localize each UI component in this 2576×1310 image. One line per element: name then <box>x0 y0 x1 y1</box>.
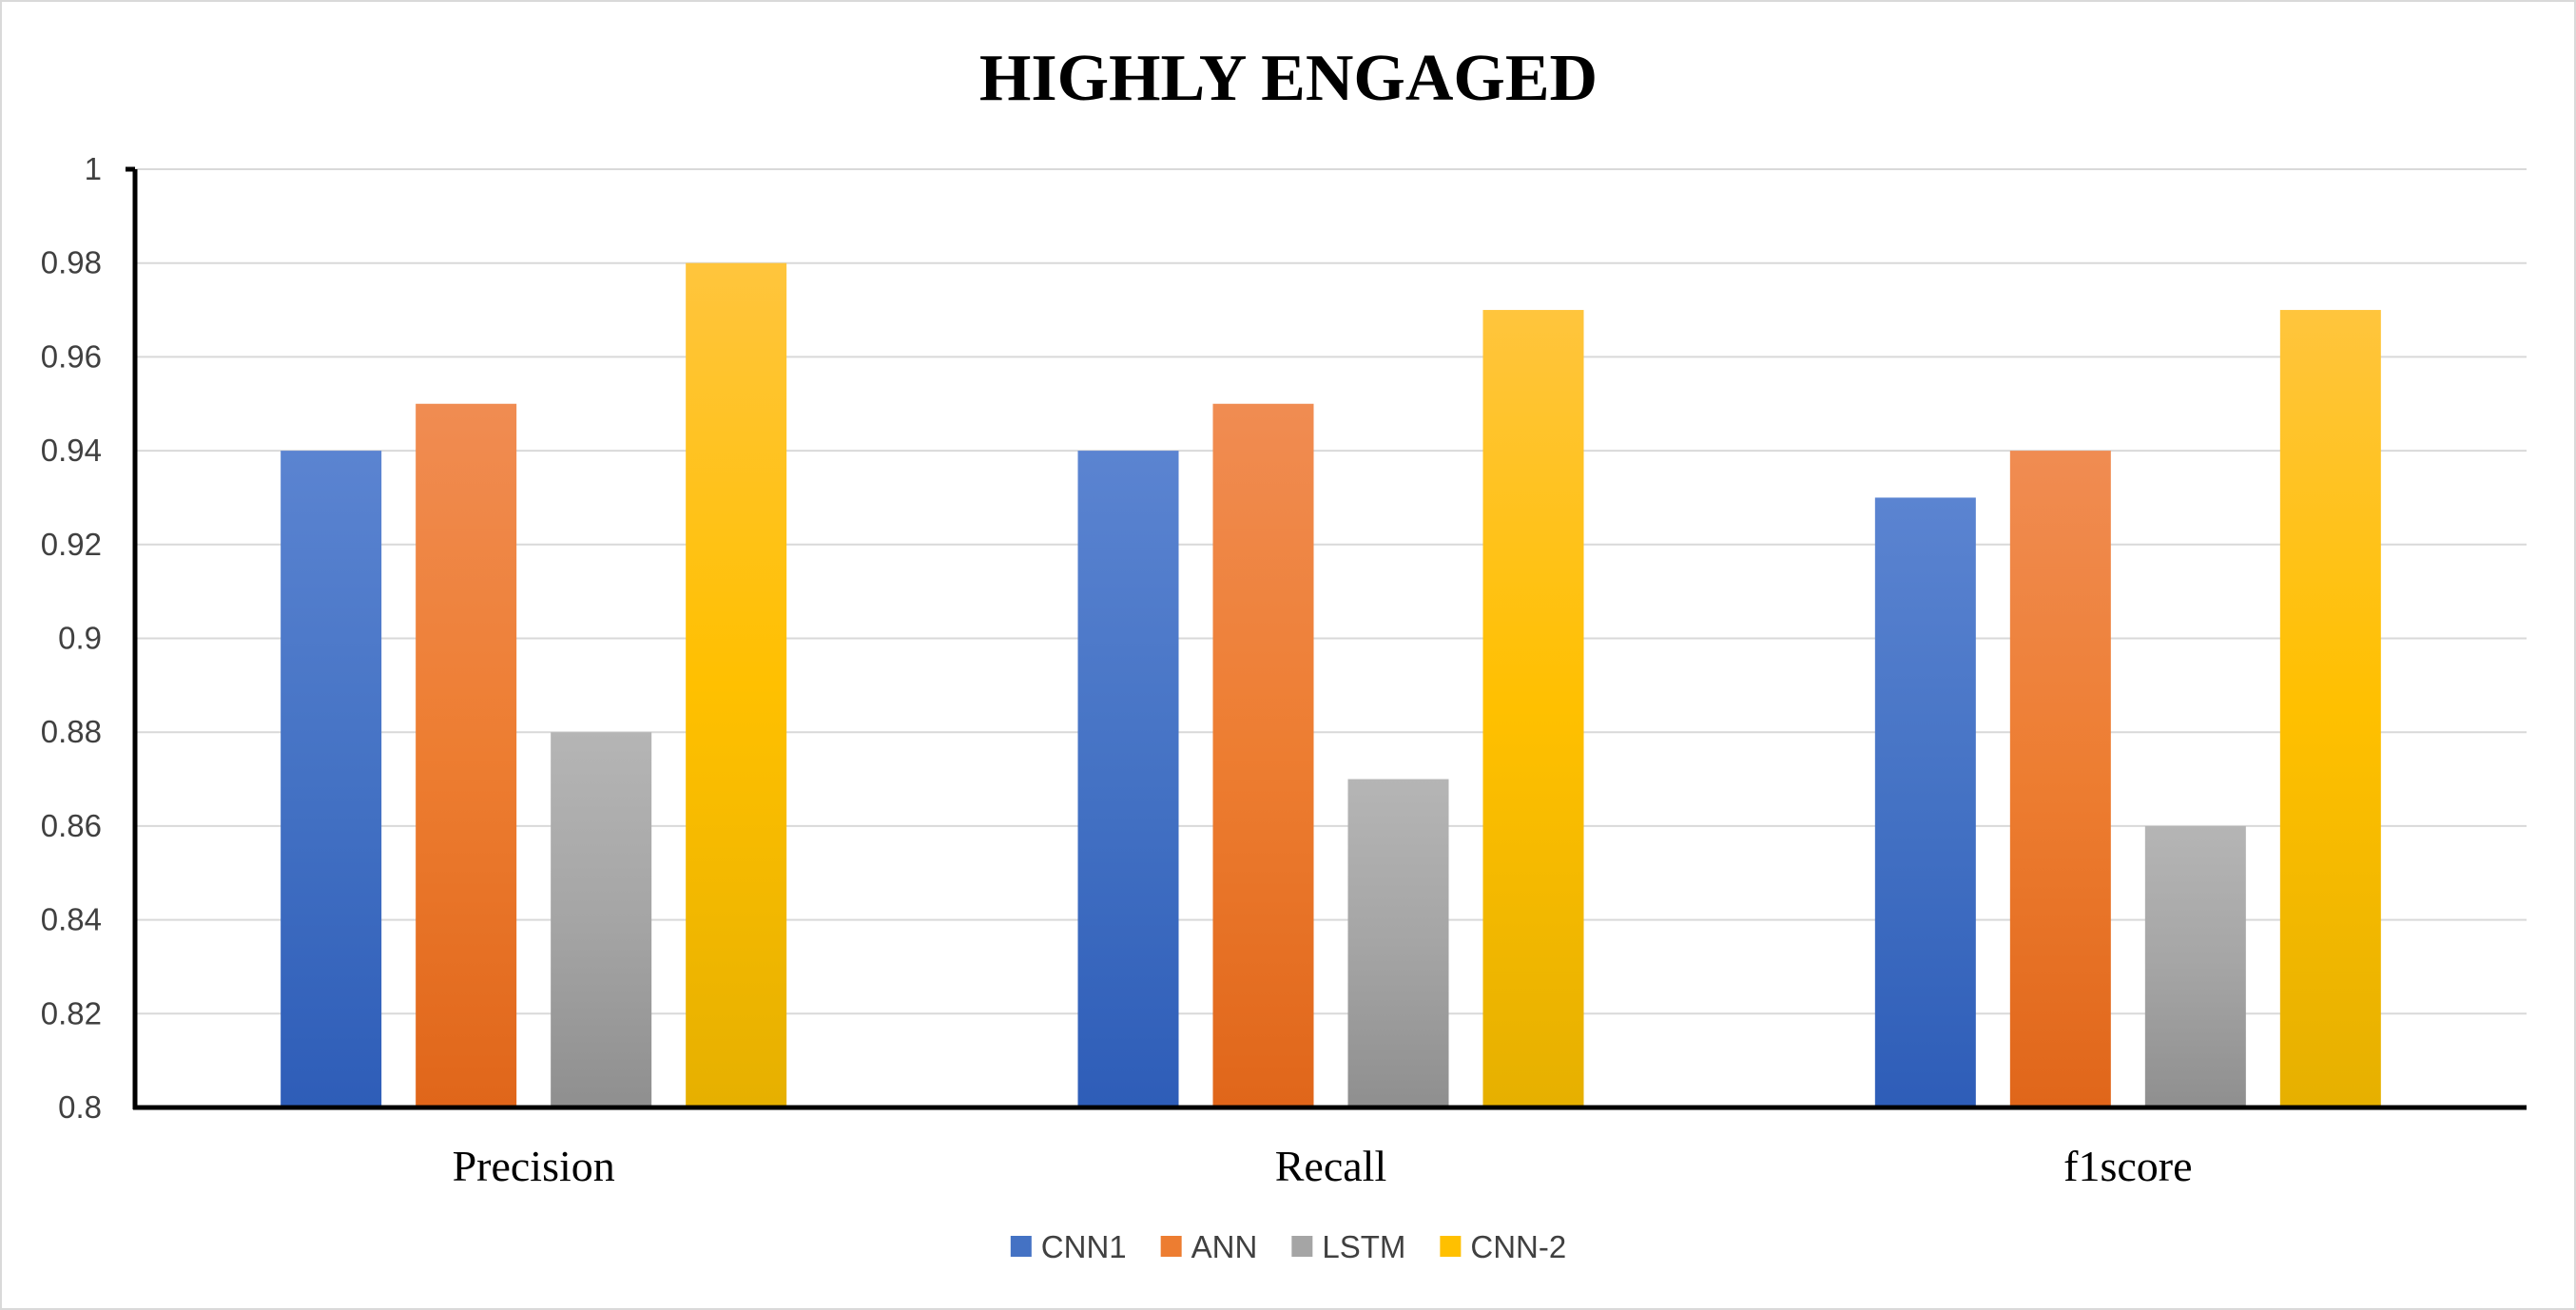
bar-cnn-2-f1score <box>2279 310 2381 1108</box>
bar-lstm-precision <box>551 732 652 1108</box>
y-tick-label: 0.96 <box>41 338 102 374</box>
x-axis-ticks: Precision Recall f1score <box>453 1142 2193 1190</box>
bar-cnn-2-recall <box>1482 310 1584 1108</box>
legend-item: CNN-2 <box>1440 1229 1566 1264</box>
y-tick-label: 0.88 <box>41 714 102 749</box>
y-tick-label: 0.94 <box>41 433 102 468</box>
bar-cnn1-precision <box>281 451 382 1108</box>
legend-label: ANN <box>1191 1229 1258 1264</box>
y-tick-label: 0.82 <box>41 995 102 1031</box>
legend-item: LSTM <box>1291 1229 1405 1264</box>
axes <box>126 166 2527 1110</box>
legend: CNN1 ANN LSTM CNN-2 <box>1010 1229 1566 1264</box>
y-tick-label: 0.9 <box>58 621 102 656</box>
legend-label: LSTM <box>1322 1229 1405 1264</box>
y-axis-ticks: 0.8 0.82 0.84 0.86 0.88 0.9 0.92 0.94 0.96 0.98 1 <box>41 151 102 1125</box>
y-tick-label: 0.98 <box>41 245 102 280</box>
y-tick-label: 0.86 <box>41 808 102 843</box>
legend-label: CNN1 <box>1041 1229 1127 1264</box>
legend-swatch <box>1440 1236 1462 1257</box>
bar-lstm-recall <box>1347 779 1449 1108</box>
bar-cnn-2-precision <box>686 262 787 1108</box>
legend-swatch <box>1291 1236 1313 1257</box>
y-tick-label: 1 <box>85 151 102 186</box>
y-tick-label: 0.84 <box>41 902 102 937</box>
bar-cnn1-recall <box>1077 451 1179 1108</box>
legend-swatch <box>1160 1236 1182 1257</box>
bar-ann-recall <box>1212 403 1314 1108</box>
legend-item: ANN <box>1160 1229 1258 1264</box>
gridlines <box>135 168 2527 1015</box>
x-tick-label: f1score <box>2063 1142 2192 1190</box>
bars <box>281 262 2381 1108</box>
y-tick-label: 0.8 <box>58 1089 102 1125</box>
legend-label: CNN-2 <box>1470 1229 1566 1264</box>
bar-ann-precision <box>416 403 517 1108</box>
bar-ann-f1score <box>2009 451 2111 1108</box>
legend-swatch <box>1010 1236 1032 1257</box>
y-tick-label: 0.92 <box>41 527 102 562</box>
chart-title: HIGHLY ENGAGED <box>979 42 1598 115</box>
bar-cnn1-f1score <box>1874 497 1976 1108</box>
x-tick-label: Precision <box>453 1142 615 1190</box>
bar-lstm-f1score <box>2144 825 2246 1108</box>
legend-item: CNN1 <box>1010 1229 1127 1264</box>
x-tick-label: Recall <box>1275 1142 1387 1190</box>
